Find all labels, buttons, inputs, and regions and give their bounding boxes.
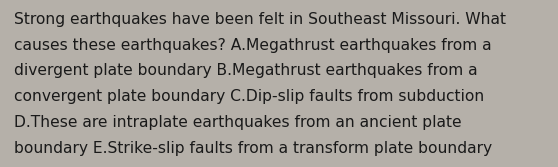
Text: divergent plate boundary B.Megathrust earthquakes from a: divergent plate boundary B.Megathrust ea… [14,63,478,78]
Text: boundary E.Strike-slip faults from a transform plate boundary: boundary E.Strike-slip faults from a tra… [14,141,492,156]
Text: causes these earthquakes? A.Megathrust earthquakes from a: causes these earthquakes? A.Megathrust e… [14,38,492,53]
Text: convergent plate boundary C.Dip-slip faults from subduction: convergent plate boundary C.Dip-slip fau… [14,89,484,104]
Text: Strong earthquakes have been felt in Southeast Missouri. What: Strong earthquakes have been felt in Sou… [14,12,506,27]
Text: D.These are intraplate earthquakes from an ancient plate: D.These are intraplate earthquakes from … [14,115,461,130]
